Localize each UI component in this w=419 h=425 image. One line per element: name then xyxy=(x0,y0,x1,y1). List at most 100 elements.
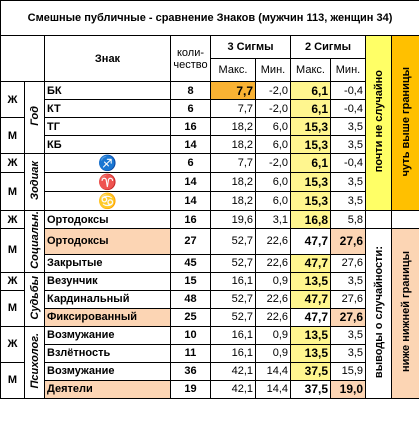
min-2sigma: 3,5 xyxy=(330,325,366,345)
min-2sigma: -0,4 xyxy=(330,99,366,118)
min-2sigma: 5,8 xyxy=(330,210,366,229)
sign: Ортодоксы xyxy=(44,228,171,255)
sign: Возмужание xyxy=(44,325,171,345)
min-3sigma: 6,0 xyxy=(255,191,291,211)
max-3sigma: 52,7 xyxy=(210,228,256,255)
min-3sigma: 22,6 xyxy=(255,228,291,255)
gender: М xyxy=(0,289,25,327)
group-label-text: Судьбы xyxy=(28,276,41,320)
sign: Фиксированный xyxy=(44,307,171,327)
max-3sigma: 52,7 xyxy=(210,289,256,309)
max-2sigma: 6,1 xyxy=(290,99,331,118)
table-row: Взлётность 11 16,1 0,9 13,5 3,5 xyxy=(1,343,419,363)
header-min2: Мин. xyxy=(330,58,366,82)
count: 36 xyxy=(170,361,211,381)
count: 45 xyxy=(170,253,211,273)
header-count-line: коли- xyxy=(176,46,205,59)
sign: ♐ xyxy=(44,153,171,173)
table-row: М Ортодоксы 27 52,7 22,6 47,7 27,6 выводы о слу… xyxy=(0,228,419,399)
sign: Ортодоксы xyxy=(44,210,171,229)
min-3sigma: -2,0 xyxy=(255,81,291,100)
side-note-text: выводы о случайности: xyxy=(372,245,385,378)
max-2sigma: 47,7 xyxy=(290,289,331,309)
table-title: Смешные публичные - сравнение Знаков (му… xyxy=(0,0,419,36)
max-2sigma: 15,3 xyxy=(290,117,331,136)
sign: Закрытые xyxy=(44,253,171,273)
side-note-text: ниже нижней границы xyxy=(399,251,412,373)
min-3sigma: -2,0 xyxy=(255,99,291,118)
count: 8 xyxy=(170,81,211,100)
max-2sigma: 47,7 xyxy=(290,228,331,255)
group-label-text: Социальн. xyxy=(28,211,41,269)
comparison-table: Смешные публичные - сравнение Знаков (му… xyxy=(0,0,419,399)
sign: ♈ xyxy=(44,172,171,192)
table-body: Смешные публичные - сравнение Знаков (му… xyxy=(0,0,419,399)
table-row: Ж Судьбы Везунчик 15 16,1 0,9 13,5 3,5 xyxy=(0,271,419,327)
header-count: коли-чество xyxy=(170,35,211,82)
side-note: почти не случайно xyxy=(365,35,392,211)
gender: М xyxy=(0,172,25,211)
header-blank xyxy=(0,35,45,82)
group-label: Год xyxy=(24,81,45,154)
max-2sigma: 15,3 xyxy=(290,172,331,192)
table-row: Макс. Мин. Макс. Мин. xyxy=(1,58,419,82)
side-blank xyxy=(365,210,392,229)
min-3sigma: -2,0 xyxy=(255,153,291,173)
max-2sigma: 15,3 xyxy=(290,135,331,154)
max-3sigma: 7,7 xyxy=(210,153,256,173)
side-blank xyxy=(390,210,419,229)
max-2sigma: 47,7 xyxy=(290,307,331,327)
max-3sigma: 18,2 xyxy=(210,135,256,154)
gender: Ж xyxy=(0,81,25,118)
table-row: М ТГ 16 18,2 6,0 15,3 3,5 xyxy=(0,117,419,154)
group-label: Судьбы xyxy=(24,271,45,327)
count: 16 xyxy=(170,210,211,229)
sign: Взлётность xyxy=(44,343,171,363)
count: 6 xyxy=(170,153,211,173)
header-max3: Макс. xyxy=(210,58,256,82)
min-2sigma: -0,4 xyxy=(330,81,366,100)
min-2sigma: 3,5 xyxy=(330,172,366,192)
count: 16 xyxy=(170,117,211,136)
header-sigma3: 3 Сигмы xyxy=(210,35,291,59)
min-2sigma: 27,6 xyxy=(330,289,366,309)
table-row: КБ 14 18,2 6,0 15,3 3,5 xyxy=(1,135,419,154)
min-2sigma: 15,9 xyxy=(330,361,366,381)
sign: БК xyxy=(44,81,171,100)
min-2sigma: 3,5 xyxy=(330,343,366,363)
sign: Деятели xyxy=(44,379,171,399)
max-2sigma: 13,5 xyxy=(290,271,331,291)
max-2sigma: 13,5 xyxy=(290,325,331,345)
sign: КТ xyxy=(44,99,171,118)
max-2sigma: 13,5 xyxy=(290,343,331,363)
group-label: Зодиак xyxy=(24,153,45,211)
sign: ТГ xyxy=(44,117,171,136)
table-row: ♋ 14 18,2 6,0 15,3 3,5 xyxy=(1,191,419,211)
table-row: Знак коли-чество 3 Сигмы 2 Сигмы почти не сл… xyxy=(0,35,419,211)
count: 14 xyxy=(170,135,211,154)
gender: М xyxy=(0,117,25,154)
max-2sigma: 37,5 xyxy=(290,379,331,399)
sign: Возмужание xyxy=(44,361,171,381)
side-note-text: почти не случайно xyxy=(372,70,385,173)
max-3sigma: 18,2 xyxy=(210,172,256,192)
max-2sigma: 16,8 xyxy=(290,210,331,229)
max-3sigma: 16,1 xyxy=(210,325,256,345)
group-label-text: Психолог. xyxy=(28,333,41,389)
group-label: Социальн. xyxy=(24,210,45,273)
header-count-line: чество xyxy=(173,58,208,71)
max-2sigma: 37,5 xyxy=(290,361,331,381)
side-note: ниже нижней границы xyxy=(390,228,419,399)
count: 11 xyxy=(170,343,211,363)
count: 14 xyxy=(170,191,211,211)
max-3sigma: 18,2 xyxy=(210,191,256,211)
min-2sigma: 27,6 xyxy=(330,253,366,273)
gender: Ж xyxy=(0,210,25,229)
max-3sigma: 16,1 xyxy=(210,343,256,363)
side-note: выводы о случайности: xyxy=(365,228,392,399)
sign: Кардинальный xyxy=(44,289,171,309)
table-row: Ж Психолог. Возмужание 10 16,1 0,9 13,5 3,5 xyxy=(0,325,419,399)
gender: М xyxy=(0,228,25,273)
header-sign: Знак xyxy=(44,35,171,82)
